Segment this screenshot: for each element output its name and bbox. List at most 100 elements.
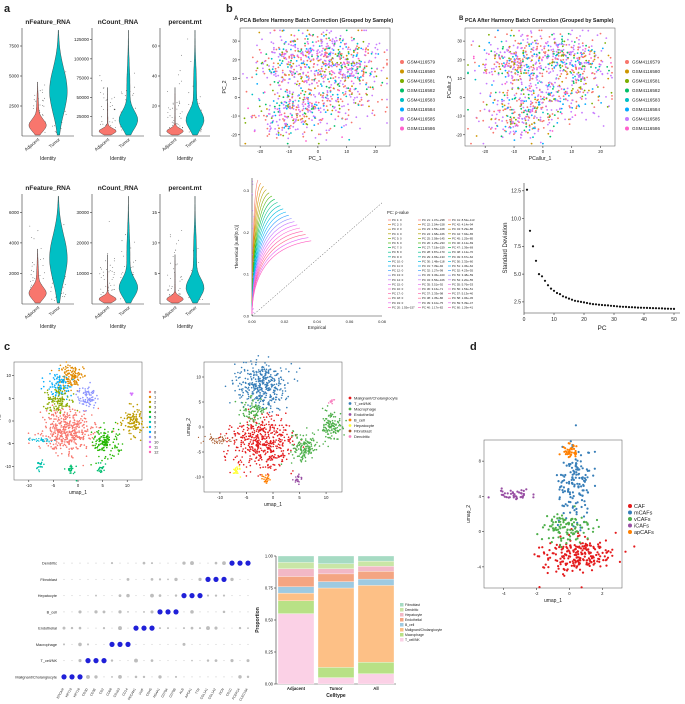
- pca-point: [277, 134, 280, 136]
- pca-point: [289, 127, 291, 130]
- pca-point: [279, 59, 281, 62]
- jitter-point: [120, 111, 122, 113]
- pca-point: [258, 31, 261, 34]
- pca-point: [305, 81, 308, 84]
- jackstraw-legend-entry: PC 19: 0: [392, 301, 404, 305]
- umap-point: [54, 423, 57, 425]
- jitter-point: [33, 264, 35, 266]
- umap-point: [64, 439, 66, 441]
- umap-point: [39, 466, 41, 468]
- pca-point: [514, 61, 517, 64]
- jitter-point: [200, 130, 202, 131]
- umap-point: [267, 435, 270, 438]
- pca-point: [324, 64, 327, 67]
- pca-point: [514, 125, 517, 127]
- pca-point: [506, 61, 508, 64]
- umap-point: [287, 448, 290, 451]
- pca-point: [528, 117, 531, 119]
- umap-xlabel: umap_1: [264, 502, 282, 508]
- pca-point: [525, 45, 528, 47]
- pca-point: [493, 51, 496, 53]
- jitter-point: [32, 277, 34, 279]
- umap-point: [94, 444, 96, 447]
- jitter-point: [169, 115, 171, 117]
- pca-point: [526, 35, 528, 37]
- pca-point: [344, 74, 346, 76]
- umap-point: [246, 423, 249, 426]
- pca-point: [521, 121, 524, 124]
- umap-point: [248, 438, 250, 440]
- pca-point: [296, 80, 299, 83]
- pca-point: [595, 70, 598, 73]
- pca-point: [328, 47, 331, 50]
- pca-point: [352, 74, 355, 77]
- pca-point: [340, 68, 343, 71]
- pca-point: [328, 64, 331, 67]
- pca-point: [483, 71, 485, 74]
- umap-point: [53, 409, 55, 412]
- umap-point: [126, 416, 129, 419]
- umap-point: [104, 455, 107, 458]
- pca-point: [520, 66, 523, 69]
- elbow-point: [600, 303, 604, 307]
- pca-point: [541, 75, 544, 78]
- umap-point: [139, 431, 141, 434]
- pca-point: [488, 71, 491, 74]
- pca-point: [573, 57, 575, 59]
- violin-title: nCount_RNA: [98, 185, 139, 192]
- umap-point: [251, 427, 253, 430]
- umap-point: [288, 425, 291, 427]
- umap-point: [248, 446, 251, 448]
- pca-point: [542, 119, 545, 122]
- umap-point: [64, 444, 67, 447]
- pca-point: [517, 71, 519, 74]
- umap-point: [268, 429, 271, 432]
- umap-point: [82, 387, 84, 389]
- pca-point: [485, 82, 488, 85]
- qq-point: [252, 183, 254, 185]
- umap-point: [239, 459, 242, 462]
- jackstraw-ytick: 0.1: [243, 272, 249, 277]
- umap-point: [85, 445, 88, 448]
- pca-point: [529, 111, 532, 114]
- violin-tumor: [49, 30, 68, 136]
- jitter-point: [50, 291, 52, 292]
- pca-point: [570, 59, 573, 62]
- pca-point: [501, 55, 503, 57]
- umap-point: [98, 426, 101, 429]
- umap-point: [86, 425, 88, 427]
- violin-tick: 15: [152, 210, 158, 215]
- umap-point: [226, 453, 228, 455]
- umap-point: [281, 459, 284, 461]
- pca-point: [575, 100, 578, 103]
- pca-point: [600, 59, 603, 62]
- pca-point: [307, 71, 309, 74]
- umap-point: [137, 411, 139, 413]
- jitter-point: [35, 100, 37, 102]
- pca-point: [587, 29, 590, 32]
- umap-point: [97, 449, 99, 452]
- umap-point: [62, 387, 65, 389]
- umap-point: [50, 391, 53, 393]
- elbow-point: [588, 302, 592, 305]
- pca-point: [583, 83, 585, 86]
- jitter-point: [167, 289, 169, 291]
- umap-point: [48, 416, 50, 419]
- umap-point: [103, 444, 105, 446]
- jitter-point: [202, 299, 203, 300]
- umap-ylabel: umap_2: [186, 418, 192, 436]
- umap-point: [269, 427, 272, 429]
- umap-point: [249, 450, 251, 453]
- pca-point: [337, 98, 339, 100]
- pca-point: [329, 53, 332, 55]
- pca-point: [577, 104, 580, 107]
- umap-point: [59, 379, 62, 381]
- pca-point: [305, 108, 308, 111]
- umap-point: [60, 387, 62, 390]
- umap-point: [265, 460, 268, 463]
- umap-point: [104, 463, 107, 465]
- umap-point: [89, 403, 91, 406]
- pca-point: [271, 51, 273, 53]
- elbow-point: [606, 304, 610, 307]
